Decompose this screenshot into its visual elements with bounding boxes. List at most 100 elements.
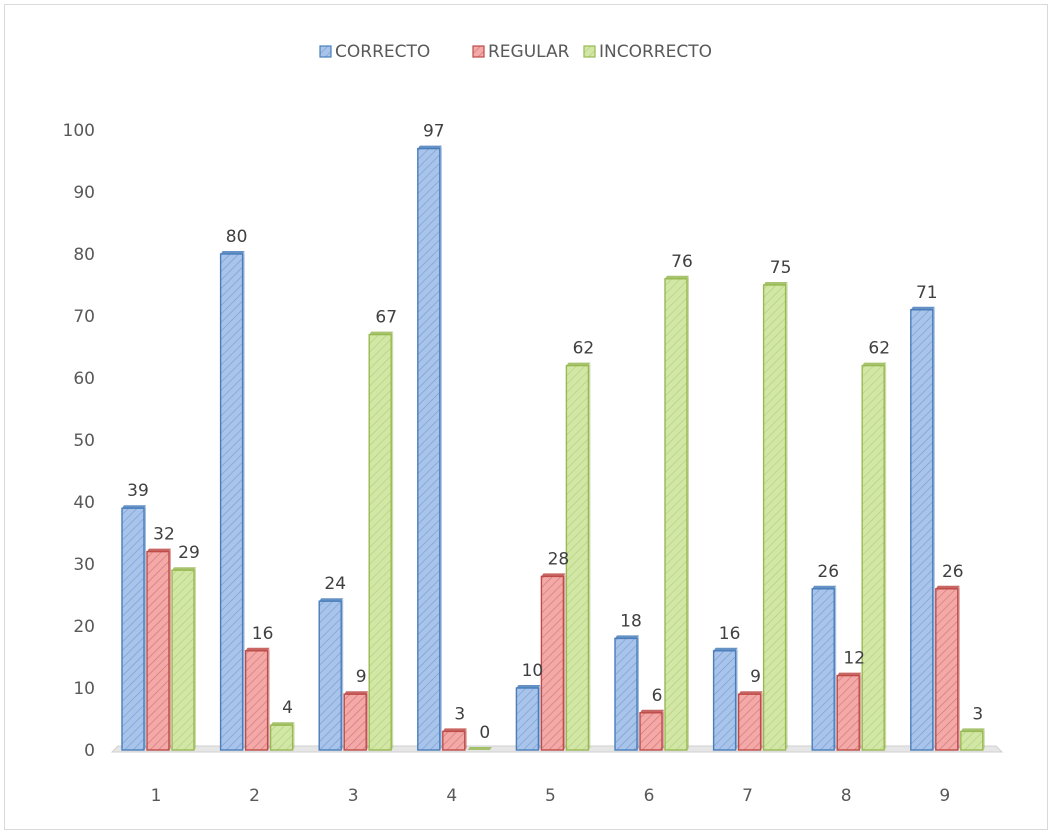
bar-top [417, 145, 442, 149]
data-label-correcto-2: 80 [226, 227, 248, 247]
x-tick-label-3: 3 [348, 786, 359, 806]
y-tick-label: 50 [73, 431, 95, 451]
data-label-incorrecto-4: 0 [479, 723, 490, 743]
bar-top [319, 598, 344, 602]
bar-front [910, 309, 934, 751]
bar-front [318, 600, 342, 751]
bar-front [935, 588, 959, 751]
x-axis: 1 2 3 4 5 6 7 8 9 [151, 786, 951, 806]
bar-correcto-9 [910, 306, 935, 751]
legend: CORRECTO REGULAR INCORRECTO [319, 42, 712, 62]
bar-front [762, 284, 787, 751]
bar-front [343, 693, 367, 751]
bar-regular-7 [737, 691, 763, 751]
bars [121, 145, 985, 751]
data-label-correcto-6: 18 [620, 611, 642, 631]
bar-top [862, 362, 887, 366]
bar-incorrecto-3 [368, 331, 394, 751]
data-label-correcto-4: 97 [423, 122, 445, 142]
bar-incorrecto-2 [269, 722, 295, 751]
x-tick-label-7: 7 [742, 786, 753, 806]
bar-top [220, 251, 245, 254]
bar-regular-2 [244, 647, 270, 751]
data-label-regular-2: 16 [252, 624, 274, 644]
data-label-regular-9: 26 [942, 562, 964, 582]
y-tick-label: 80 [73, 245, 95, 265]
bar-regular-6 [639, 709, 664, 751]
bar-top [738, 691, 763, 695]
bar-top [122, 505, 146, 509]
bar-front [417, 147, 441, 751]
y-tick-label: 60 [73, 369, 95, 389]
y-axis: 0 10 20 30 40 50 60 70 80 90 100 [63, 121, 95, 761]
bar-top [467, 747, 492, 750]
bar-regular-3 [343, 691, 369, 751]
bar-top [541, 573, 566, 577]
data-label-incorrecto-3: 67 [375, 308, 397, 328]
y-tick-label: 0 [84, 741, 95, 761]
x-tick-label-9: 9 [939, 786, 950, 806]
bar-incorrecto-7 [762, 282, 788, 751]
legend-item-regular: REGULAR [472, 42, 570, 62]
data-label-correcto-9: 71 [916, 283, 938, 303]
data-label-incorrecto-5: 62 [573, 339, 595, 359]
y-tick-label: 90 [73, 183, 95, 203]
bar-top [442, 728, 467, 732]
bar-top [369, 331, 394, 335]
data-label-regular-6: 6 [652, 686, 663, 706]
bar-correcto-3 [318, 598, 344, 751]
bar-regular-9 [935, 585, 960, 751]
data-label-incorrecto-8: 62 [868, 339, 890, 359]
bar-front [121, 507, 145, 751]
bar-correcto-4 [417, 145, 442, 751]
bar-front [269, 724, 294, 751]
bar-correcto-1 [121, 505, 146, 751]
bar-top [763, 282, 788, 285]
legend-swatch-incorrecto [583, 45, 596, 58]
data-label-incorrecto-1: 29 [178, 543, 200, 563]
bar-regular-8 [836, 672, 862, 751]
bar-front [836, 674, 860, 751]
data-label-correcto-1: 39 [127, 481, 149, 501]
x-tick-label-8: 8 [841, 786, 852, 806]
bar-top [960, 728, 985, 732]
data-label-regular-4: 3 [454, 704, 465, 724]
bar-correcto-8 [811, 585, 837, 751]
bar-incorrecto-9 [960, 728, 985, 751]
legend-swatch-correcto [319, 45, 332, 58]
bar-top [344, 691, 369, 695]
data-label-incorrecto-2: 4 [282, 698, 293, 718]
data-label-regular-7: 9 [750, 667, 761, 687]
bar-incorrecto-6 [664, 275, 689, 751]
bar-top [910, 306, 935, 310]
y-tick-label: 10 [73, 679, 95, 699]
legend-item-incorrecto: INCORRECTO [583, 42, 712, 62]
bar-front [368, 333, 392, 751]
data-label-incorrecto-9: 3 [972, 704, 983, 724]
x-tick-label-5: 5 [545, 786, 556, 806]
bar-front [540, 575, 565, 751]
bar-incorrecto-5 [565, 362, 591, 751]
bar-top [147, 548, 171, 552]
data-label-incorrecto-7: 75 [770, 258, 792, 278]
bar-correcto-5 [515, 685, 541, 751]
bar-top [172, 567, 196, 571]
bar-incorrecto-4 [467, 747, 492, 750]
legend-swatch-regular [472, 45, 485, 58]
bar-regular-1 [146, 548, 171, 751]
data-label-correcto-8: 26 [817, 562, 839, 582]
legend-label-regular: REGULAR [488, 42, 570, 62]
bar-front [565, 364, 590, 751]
bar-top [935, 585, 960, 589]
bar-front [737, 693, 762, 751]
legend-item-correcto: CORRECTO [319, 42, 430, 62]
bar-front [442, 730, 466, 751]
bar-correcto-7 [712, 647, 738, 751]
bar-correcto-6 [614, 635, 639, 751]
data-label-correcto-5: 10 [522, 661, 544, 681]
bar-top [566, 362, 591, 366]
y-tick-label: 30 [73, 555, 95, 575]
bar-front [171, 569, 195, 751]
y-tick-label: 40 [73, 493, 95, 513]
